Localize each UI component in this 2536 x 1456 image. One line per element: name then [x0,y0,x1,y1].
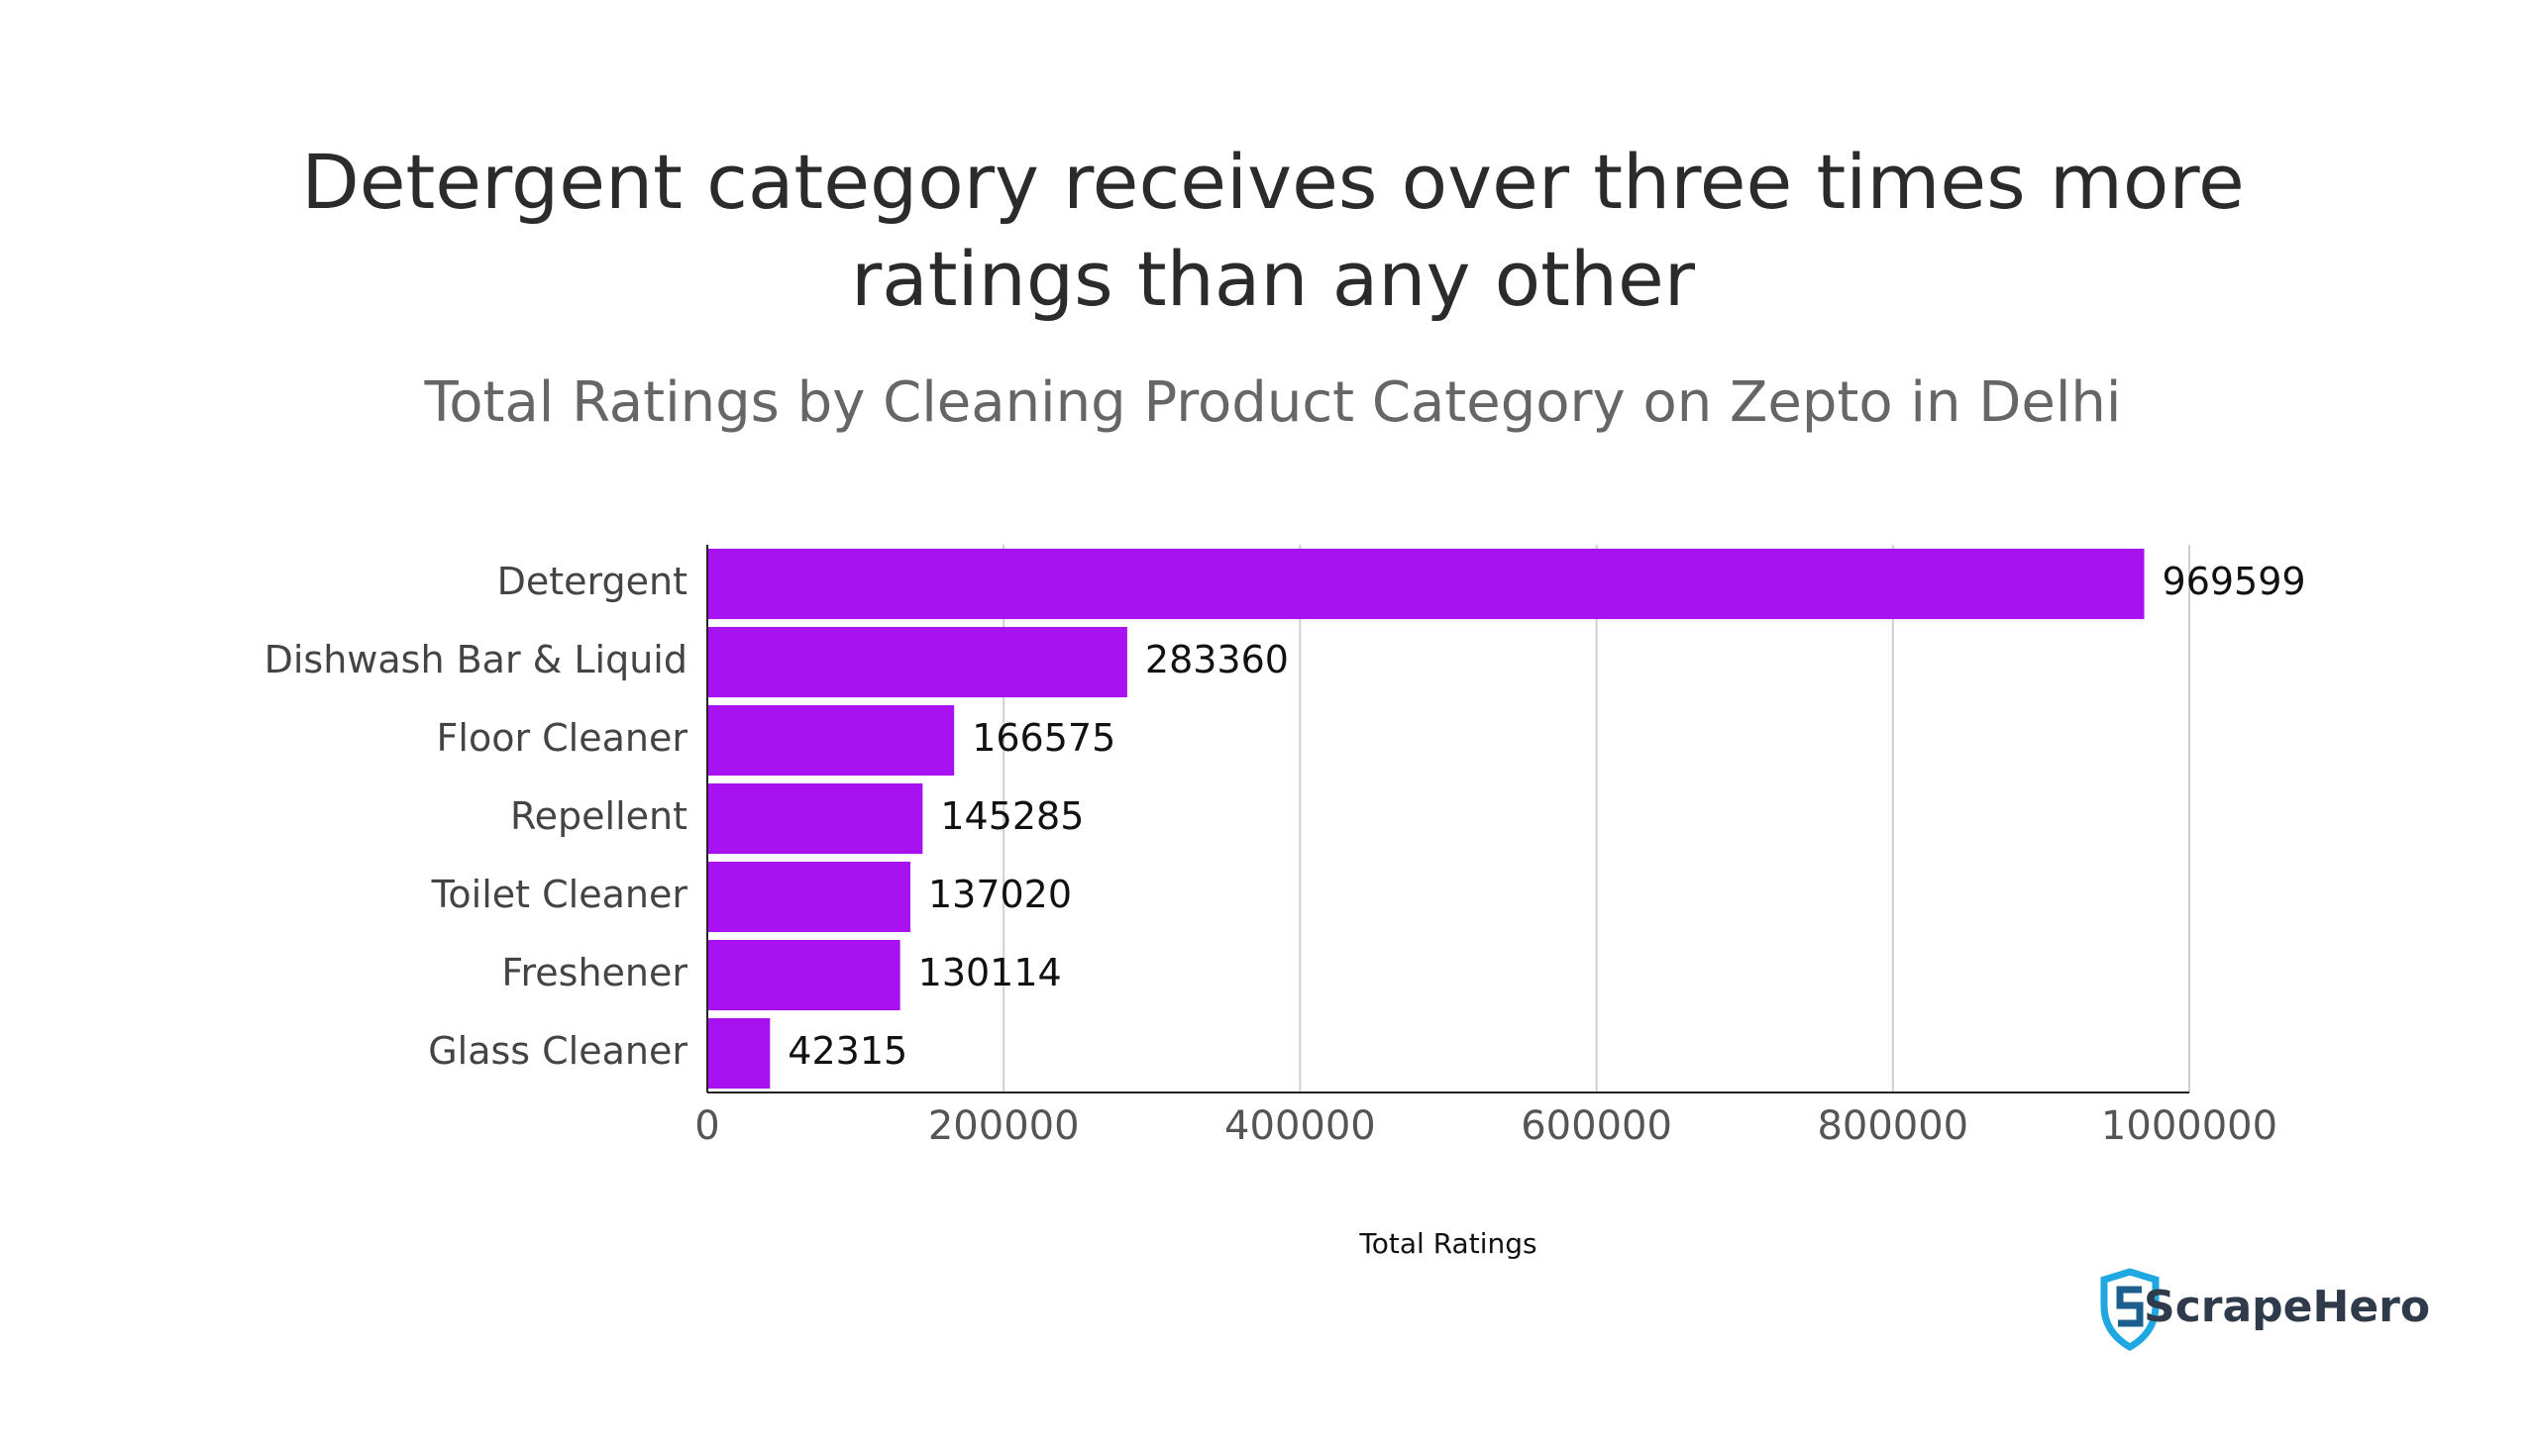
x-tick-label: 1000000 [2101,1103,2277,1149]
bar [707,1017,771,1090]
data-label: 145285 [940,794,1084,838]
brand-name: ScrapeHero [2144,1282,2430,1332]
y-tick-label: Floor Cleaner [437,716,688,760]
chart-title: Detergent category receives over three t… [301,138,2245,226]
chart-title: ratings than any other [851,235,1696,323]
bar [707,939,900,1011]
chart-subtitle: Total Ratings by Cleaning Product Catego… [424,370,2122,435]
bar [707,548,2145,620]
bar [707,861,910,933]
x-tick-label: 0 [694,1103,719,1149]
bar [707,626,1127,698]
data-label: 969599 [2163,560,2306,603]
data-label: 42315 [788,1029,907,1073]
bar [707,782,923,855]
y-tick-label: Detergent [497,560,687,603]
x-tick-label: 800000 [1817,1103,1968,1149]
y-tick-label: Dishwash Bar & Liquid [264,638,687,681]
x-tick-label: 400000 [1224,1103,1376,1149]
data-label: 166575 [972,716,1115,760]
y-tick-label: Freshener [501,951,687,994]
brand-logo: ScrapeHero [2100,1268,2430,1352]
y-tick-label: Toilet Cleaner [431,873,688,916]
data-label: 283360 [1145,638,1289,681]
x-axis-title: Total Ratings [1358,1227,1536,1260]
data-label: 130114 [918,951,1062,994]
bar [707,704,955,777]
y-tick-label: Glass Cleaner [428,1029,687,1073]
y-tick-label: Repellent [510,794,687,838]
x-tick-label: 600000 [1521,1103,1672,1149]
data-label: 137020 [928,873,1072,916]
x-tick-label: 200000 [928,1103,1080,1149]
